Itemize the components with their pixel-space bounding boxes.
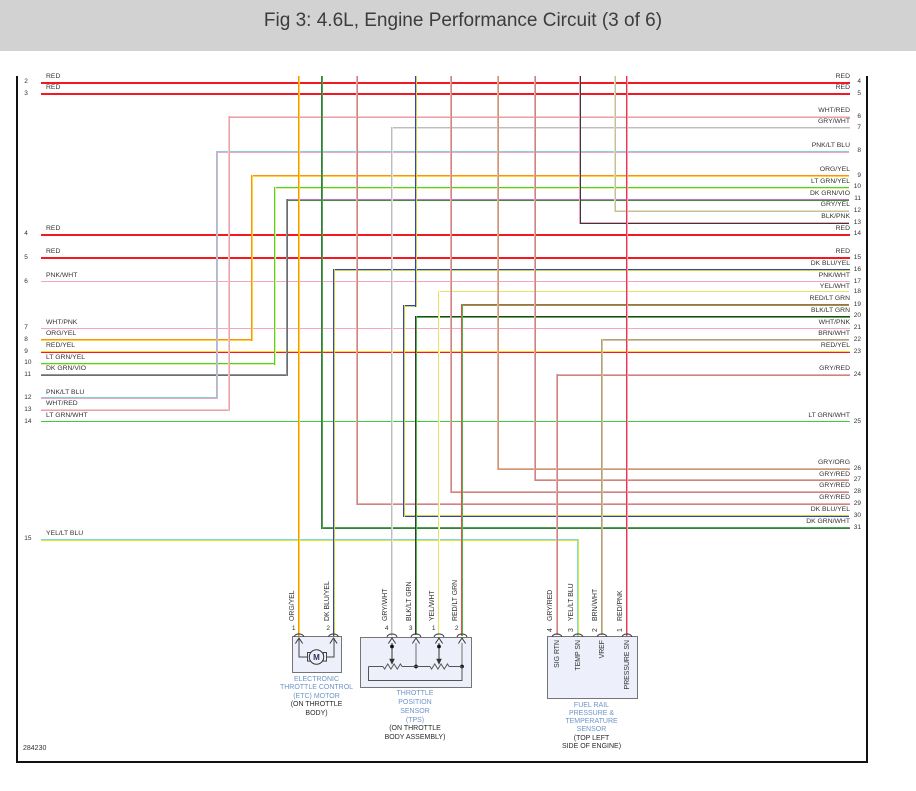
svg-text:M: M [313, 653, 320, 662]
